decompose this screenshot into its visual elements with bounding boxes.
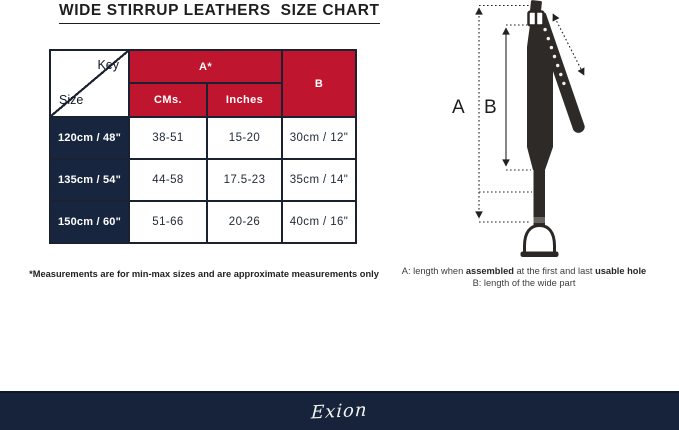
label-b: B [484,97,497,118]
table-row: 150cm / 60" 51-66 20-26 40cm / 16" [49,200,357,244]
diagram-caption: A: length when assembled at the first an… [398,266,650,289]
column-header-a: A* [128,49,283,84]
buckle-tab [530,0,542,12]
stirrup-iron [523,224,556,253]
subcolumn-header-inches: Inches [206,82,283,118]
table-header-row-1: Key Size A* B [49,49,357,118]
b-cell: 35cm / 14" [281,158,357,202]
inches-cell: 20-26 [206,200,283,244]
column-header-b: B [281,49,357,118]
inches-cell: 17.5-23 [206,158,283,202]
corner-key-label: Key [97,58,119,72]
label-a: A [452,97,465,118]
brand-logo: Exion [310,399,369,424]
stirrup-tread [520,251,559,257]
subcolumn-header-cms: CMs. [128,82,208,118]
stirrup-leather-diagram: A B [452,0,585,257]
b-cell: 30cm / 12" [281,116,357,160]
caption-line-a: A: length when assembled at the first an… [398,266,650,278]
cms-cell: 44-58 [128,158,208,202]
size-cell: 150cm / 60" [49,200,130,244]
page-title: WIDE STIRRUP LEATHERS SIZE CHART [59,2,380,24]
inches-cell: 15-20 [206,116,283,160]
caption-a-prefix: A: length when [401,266,466,276]
buckle-strap-measure-arrow [552,13,585,76]
cms-cell: 38-51 [128,116,208,160]
caption-a-bold-assembled: assembled [465,266,514,276]
table-row: 135cm / 54" 44-58 17.5-23 35cm / 14" [49,158,357,202]
size-cell: 120cm / 48" [49,116,130,160]
wide-strap [527,25,553,170]
size-cell: 135cm / 54" [49,158,130,202]
caption-a-bold-usable-hole: usable hole [595,266,647,276]
size-chart-table: Key Size A* B CMs. Inches 120cm / 48" 38… [49,49,357,244]
measure-line-b [502,24,531,171]
narrow-strap [533,168,545,226]
measurements-footnote: *Measurements are for min-max sizes and … [29,269,379,279]
footer-bar: Exion [0,391,679,430]
strap-keeper [533,217,545,223]
stirrup-leather-illustration [520,0,585,257]
b-cell: 40cm / 16" [281,200,357,244]
table-header-row-2: CMs. Inches [50,82,356,118]
caption-a-middle: at the first and last [513,266,596,276]
measure-line-a [475,4,533,223]
strap-holes [540,19,566,86]
corner-cell: Key Size [49,49,130,118]
table-row: 120cm / 48" 38-51 15-20 30cm / 12" [49,116,357,160]
buckle-strap [534,13,585,133]
cms-cell: 51-66 [128,200,208,244]
caption-line-b: B: length of the wide part [472,277,576,288]
corner-size-label: Size [59,93,84,107]
